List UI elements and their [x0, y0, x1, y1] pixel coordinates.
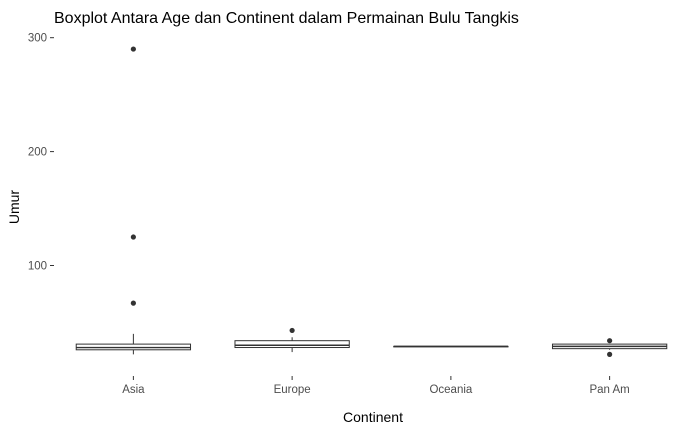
outlier-point: [607, 351, 613, 357]
x-axis-title: Continent: [343, 409, 403, 425]
box-group-europe: [234, 327, 350, 353]
box-group-asia: [75, 46, 192, 355]
plot-area: [75, 46, 668, 357]
y-tick-label: 200: [28, 147, 47, 159]
x-axis: Asia Europe Oceania Pan Am: [122, 376, 630, 396]
box-group-pan-am: [551, 338, 668, 357]
x-tick-label: Europe: [274, 384, 311, 396]
outlier-point: [289, 327, 295, 334]
y-tick-label: 100: [28, 261, 47, 273]
x-tick-label: Pan Am: [589, 384, 629, 396]
box-iqr: [234, 340, 350, 349]
outlier-point: [130, 234, 136, 240]
x-tick-label: Asia: [122, 384, 145, 396]
x-tick-label: Oceania: [429, 384, 472, 396]
y-axis: 100 200 300: [28, 33, 54, 273]
outlier-point: [130, 46, 136, 52]
outlier-point: [130, 300, 136, 306]
y-tick-label: 300: [28, 33, 47, 45]
chart-title: Boxplot Antara Age dan Continent dalam P…: [54, 10, 519, 27]
outlier-point: [607, 338, 613, 344]
y-axis-title: Umur: [6, 190, 22, 225]
box-group-oceania: [393, 345, 509, 348]
